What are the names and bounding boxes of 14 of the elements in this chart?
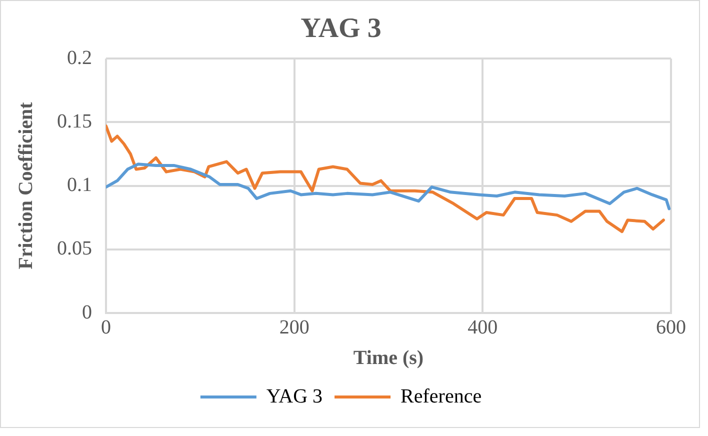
y-axis-title: Friction Coefficient <box>15 102 38 270</box>
y-tick-label: 0.2 <box>67 46 92 69</box>
x-axis-title: Time (s) <box>353 347 424 370</box>
y-tick-label: 0.1 <box>67 174 92 196</box>
legend-label: YAG 3 <box>266 385 323 408</box>
chart-title: YAG 3 <box>300 13 382 44</box>
x-tick-label: 200 <box>279 316 310 338</box>
y-tick-label: 0.15 <box>57 110 92 132</box>
x-tick-label: 600 <box>656 316 686 338</box>
y-tick-label: 0.05 <box>57 238 92 260</box>
legend-label: Reference <box>400 385 482 408</box>
y-tick-label: 0 <box>82 301 92 324</box>
x-tick-label: 0 <box>101 316 111 338</box>
x-tick-label: 400 <box>468 316 498 338</box>
